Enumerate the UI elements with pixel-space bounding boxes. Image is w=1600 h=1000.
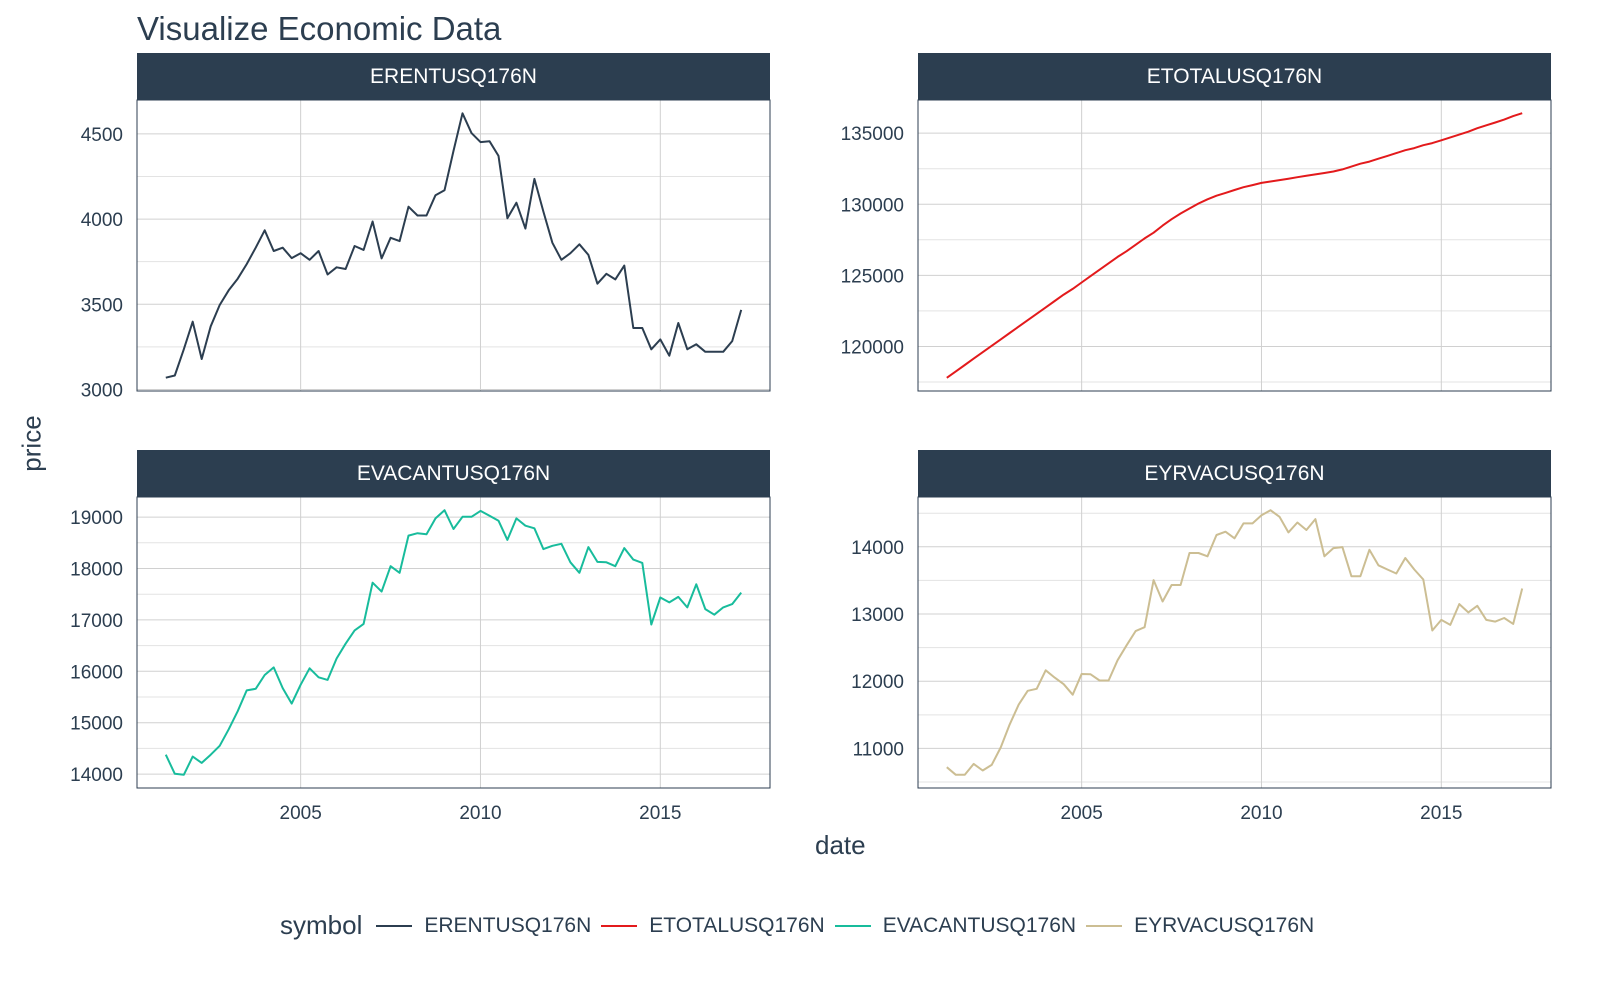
x-tick-label: 2010	[1240, 803, 1282, 824]
panel-strip-etotal: ETOTALUSQ176N	[918, 53, 1551, 100]
y-tick-label: 4500	[81, 125, 123, 146]
y-tick-label: 3000	[81, 380, 123, 401]
y-tick-label: 120000	[841, 337, 904, 358]
legend-label: ERENTUSQ176N	[424, 913, 592, 937]
y-tick-label: 14000	[70, 765, 123, 786]
panel-border	[917, 99, 1552, 392]
legend-label: ETOTALUSQ176N	[649, 913, 825, 937]
panel-border	[136, 496, 771, 789]
panel-strip-eyrvac: EYRVACUSQ176N	[918, 450, 1551, 497]
strip-label: EVACANTUSQ176N	[356, 461, 551, 485]
x-tick-label: 2005	[1061, 803, 1103, 824]
series-line-evacantusq176n	[164, 509, 742, 776]
series-line-etotalusq176n	[946, 112, 1523, 379]
panel-border	[917, 496, 1552, 789]
y-tick-label: 4000	[81, 210, 123, 231]
y-tick-label: 130000	[841, 195, 904, 216]
y-tick-label: 17000	[70, 611, 123, 632]
legend-label: EYRVACUSQ176N	[1134, 913, 1315, 937]
y-tick-label: 18000	[70, 560, 123, 581]
legend-title: symbol	[280, 910, 363, 940]
strip-label: EYRVACUSQ176N	[1144, 461, 1325, 485]
strip-label: ERENTUSQ176N	[370, 64, 537, 88]
x-tick-label: 2015	[639, 803, 681, 824]
y-tick-label: 135000	[841, 124, 904, 145]
legend-item: ERENTUSQ176N	[376, 914, 591, 938]
legend: symbol ERENTUSQ176N ETOTALUSQ176N EVACAN…	[280, 910, 1324, 941]
legend-item: EVACANTUSQ176N	[834, 913, 1077, 938]
y-tick-label: 12000	[851, 672, 904, 693]
legend-swatch	[376, 924, 413, 927]
series-line-eyrvacusq176n	[946, 509, 1524, 776]
x-axis-label: date	[815, 830, 866, 860]
y-tick-label: 11000	[853, 739, 904, 760]
y-tick-label: 13000	[851, 605, 904, 626]
panel-strip-evacant: EVACANTUSQ176N	[137, 450, 770, 497]
series-line-erentusq176n	[165, 112, 743, 379]
y-tick-label: 16000	[70, 662, 123, 683]
legend-item: ETOTALUSQ176N	[601, 913, 825, 938]
legend-swatch	[1086, 924, 1123, 927]
y-tick-label: 3500	[81, 295, 123, 316]
x-tick-label: 2010	[459, 803, 501, 824]
x-tick-label: 2005	[280, 803, 322, 824]
y-tick-label: 125000	[841, 266, 904, 287]
chart-title: Visualize Economic Data	[137, 10, 502, 47]
legend-swatch	[601, 924, 638, 927]
legend-swatch	[834, 924, 871, 927]
legend-item: EYRVACUSQ176N	[1086, 914, 1314, 938]
strip-label: ETOTALUSQ176N	[1146, 64, 1323, 88]
y-tick-label: 15000	[70, 714, 123, 735]
panel-strip-erent: ERENTUSQ176N	[137, 53, 770, 100]
x-tick-label: 2015	[1420, 803, 1462, 824]
panel-border	[136, 99, 771, 392]
y-tick-label: 19000	[70, 508, 123, 529]
y-axis-label: price	[16, 415, 47, 472]
legend-label: EVACANTUSQ176N	[882, 913, 1077, 937]
y-tick-label: 14000	[851, 538, 904, 559]
